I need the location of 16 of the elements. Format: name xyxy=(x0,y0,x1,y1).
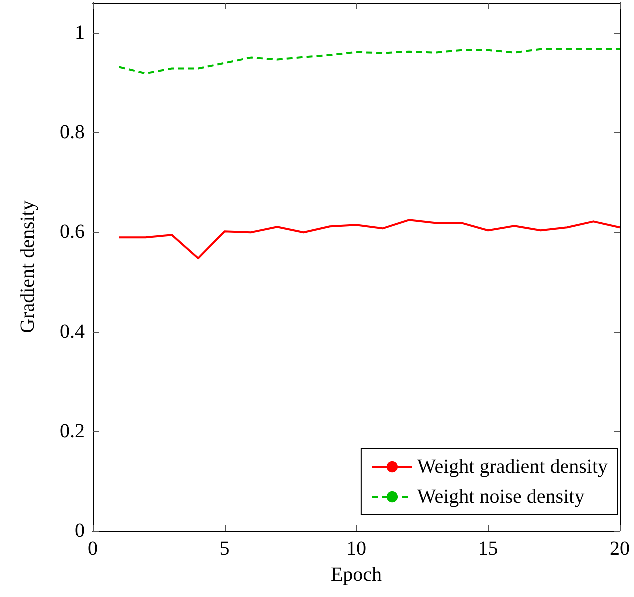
y-tick-label: 0 xyxy=(75,520,85,542)
y-tick-label: 0.8 xyxy=(60,122,85,144)
legend-label: Weight noise density xyxy=(417,486,585,508)
x-axis-title: Epoch xyxy=(330,564,382,586)
x-tick-label: 5 xyxy=(220,538,230,560)
x-tick-label: 15 xyxy=(478,538,498,560)
y-tick-label: 1 xyxy=(75,22,85,44)
y-tick-label: 0.6 xyxy=(60,221,85,244)
x-tick-label: 20 xyxy=(610,538,630,560)
x-tick-label: 10 xyxy=(346,538,366,560)
y-tick-label: 0.2 xyxy=(60,420,85,442)
y-axis-title: Gradient density xyxy=(17,200,39,334)
y-tick-label: 0.4 xyxy=(60,320,85,343)
line-series xyxy=(118,48,621,75)
line-series xyxy=(118,219,621,260)
legend-label: Weight gradient density xyxy=(417,456,608,478)
